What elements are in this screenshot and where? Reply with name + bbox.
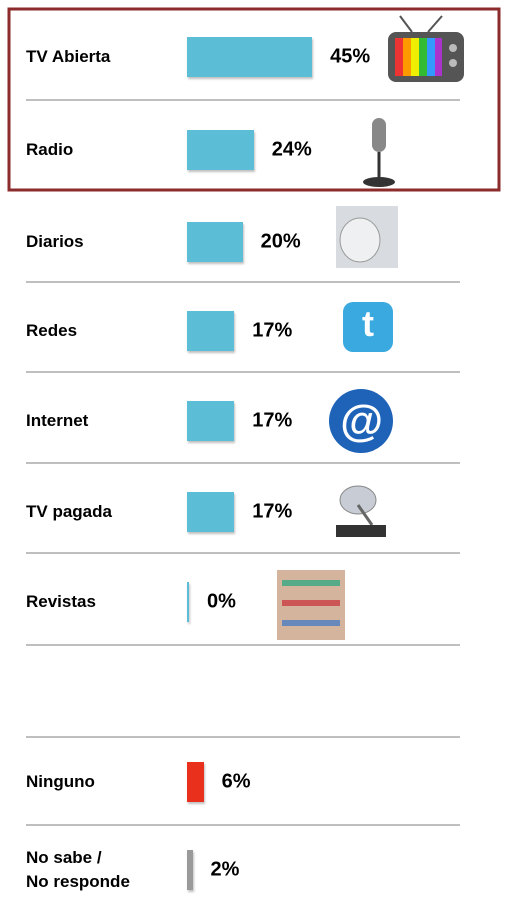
bar <box>187 130 254 170</box>
value-label: 20% <box>261 231 301 254</box>
satellite-icon <box>336 486 386 537</box>
value-label: 6% <box>222 771 251 794</box>
bar <box>187 37 312 77</box>
bar <box>187 222 243 262</box>
bar <box>187 311 234 351</box>
at-icon: @ <box>329 389 393 453</box>
value-label: 17% <box>252 320 292 343</box>
bar <box>187 850 193 890</box>
tv-icon <box>388 16 464 82</box>
bar <box>187 492 234 532</box>
category-label: Ninguno <box>26 770 95 794</box>
page: t @ TV Abierta 45% Radio 24% Diarios 20% Redes… <box>0 0 506 913</box>
value-label: 45% <box>330 46 370 69</box>
value-label: 17% <box>252 410 292 433</box>
value-label: 17% <box>252 501 292 524</box>
category-label: TV pagada <box>26 500 112 524</box>
value-label: 0% <box>207 591 236 614</box>
category-label: Radio <box>26 138 73 162</box>
twitter-icon: t <box>343 302 393 352</box>
magazines-icon <box>277 570 345 640</box>
mic-icon <box>363 118 395 187</box>
value-label: 24% <box>272 139 312 162</box>
category-label: Internet <box>26 409 88 433</box>
svg-text:t: t <box>362 303 374 344</box>
category-label: Revistas <box>26 590 96 614</box>
newspaper-icon <box>336 206 398 268</box>
value-label: 2% <box>211 859 240 882</box>
bar <box>187 401 234 441</box>
category-label: TV Abierta <box>26 45 110 69</box>
bar <box>187 762 204 802</box>
category-label: Redes <box>26 319 77 343</box>
svg-text:@: @ <box>340 397 383 446</box>
category-label: No sabe / No responde <box>26 846 130 894</box>
category-label: Diarios <box>26 230 84 254</box>
bar <box>187 582 189 622</box>
